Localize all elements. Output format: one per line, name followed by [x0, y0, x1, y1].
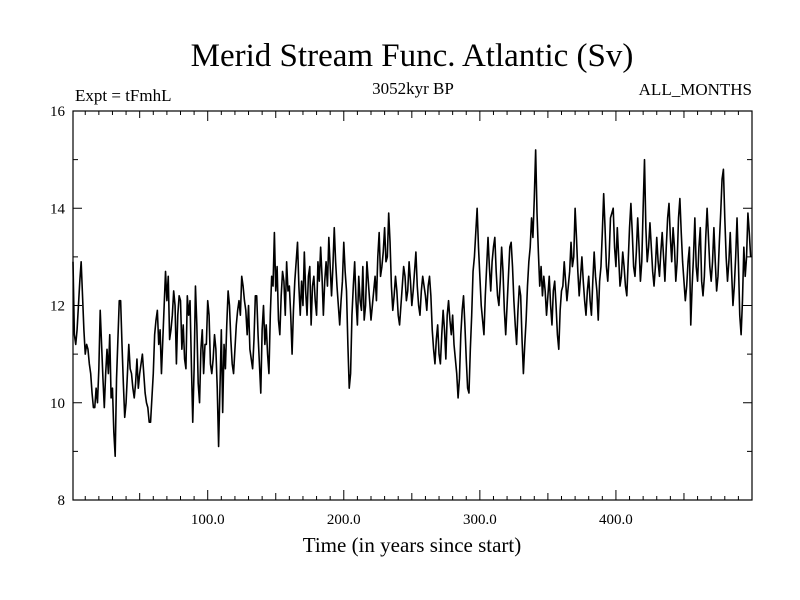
- y-tick-label: 14: [50, 201, 66, 217]
- axis-ticks: [73, 110, 753, 501]
- y-tick-label: 8: [58, 493, 66, 509]
- x-tick-labels: 100.0 200.0 300.0 400.0: [191, 512, 633, 528]
- x-axis-label: Time (in years since start): [303, 533, 522, 557]
- x-tick-label: 400.0: [599, 512, 633, 528]
- y-tick-label: 12: [50, 299, 65, 315]
- series-line: [72, 149, 752, 458]
- x-tick-label: 300.0: [463, 512, 497, 528]
- y-tick-label: 10: [50, 396, 65, 412]
- y-tick-labels: 8 10 12 14 16: [50, 104, 66, 509]
- period-label: 3052kyr BP: [372, 79, 454, 98]
- months-label: ALL_MONTHS: [639, 80, 752, 99]
- x-tick-label: 100.0: [191, 512, 225, 528]
- experiment-label: Expt = tFmhL: [75, 86, 171, 105]
- y-tick-label: 16: [50, 104, 66, 120]
- chart-title: Merid Stream Func. Atlantic (Sv): [191, 38, 634, 74]
- x-tick-label: 200.0: [327, 512, 361, 528]
